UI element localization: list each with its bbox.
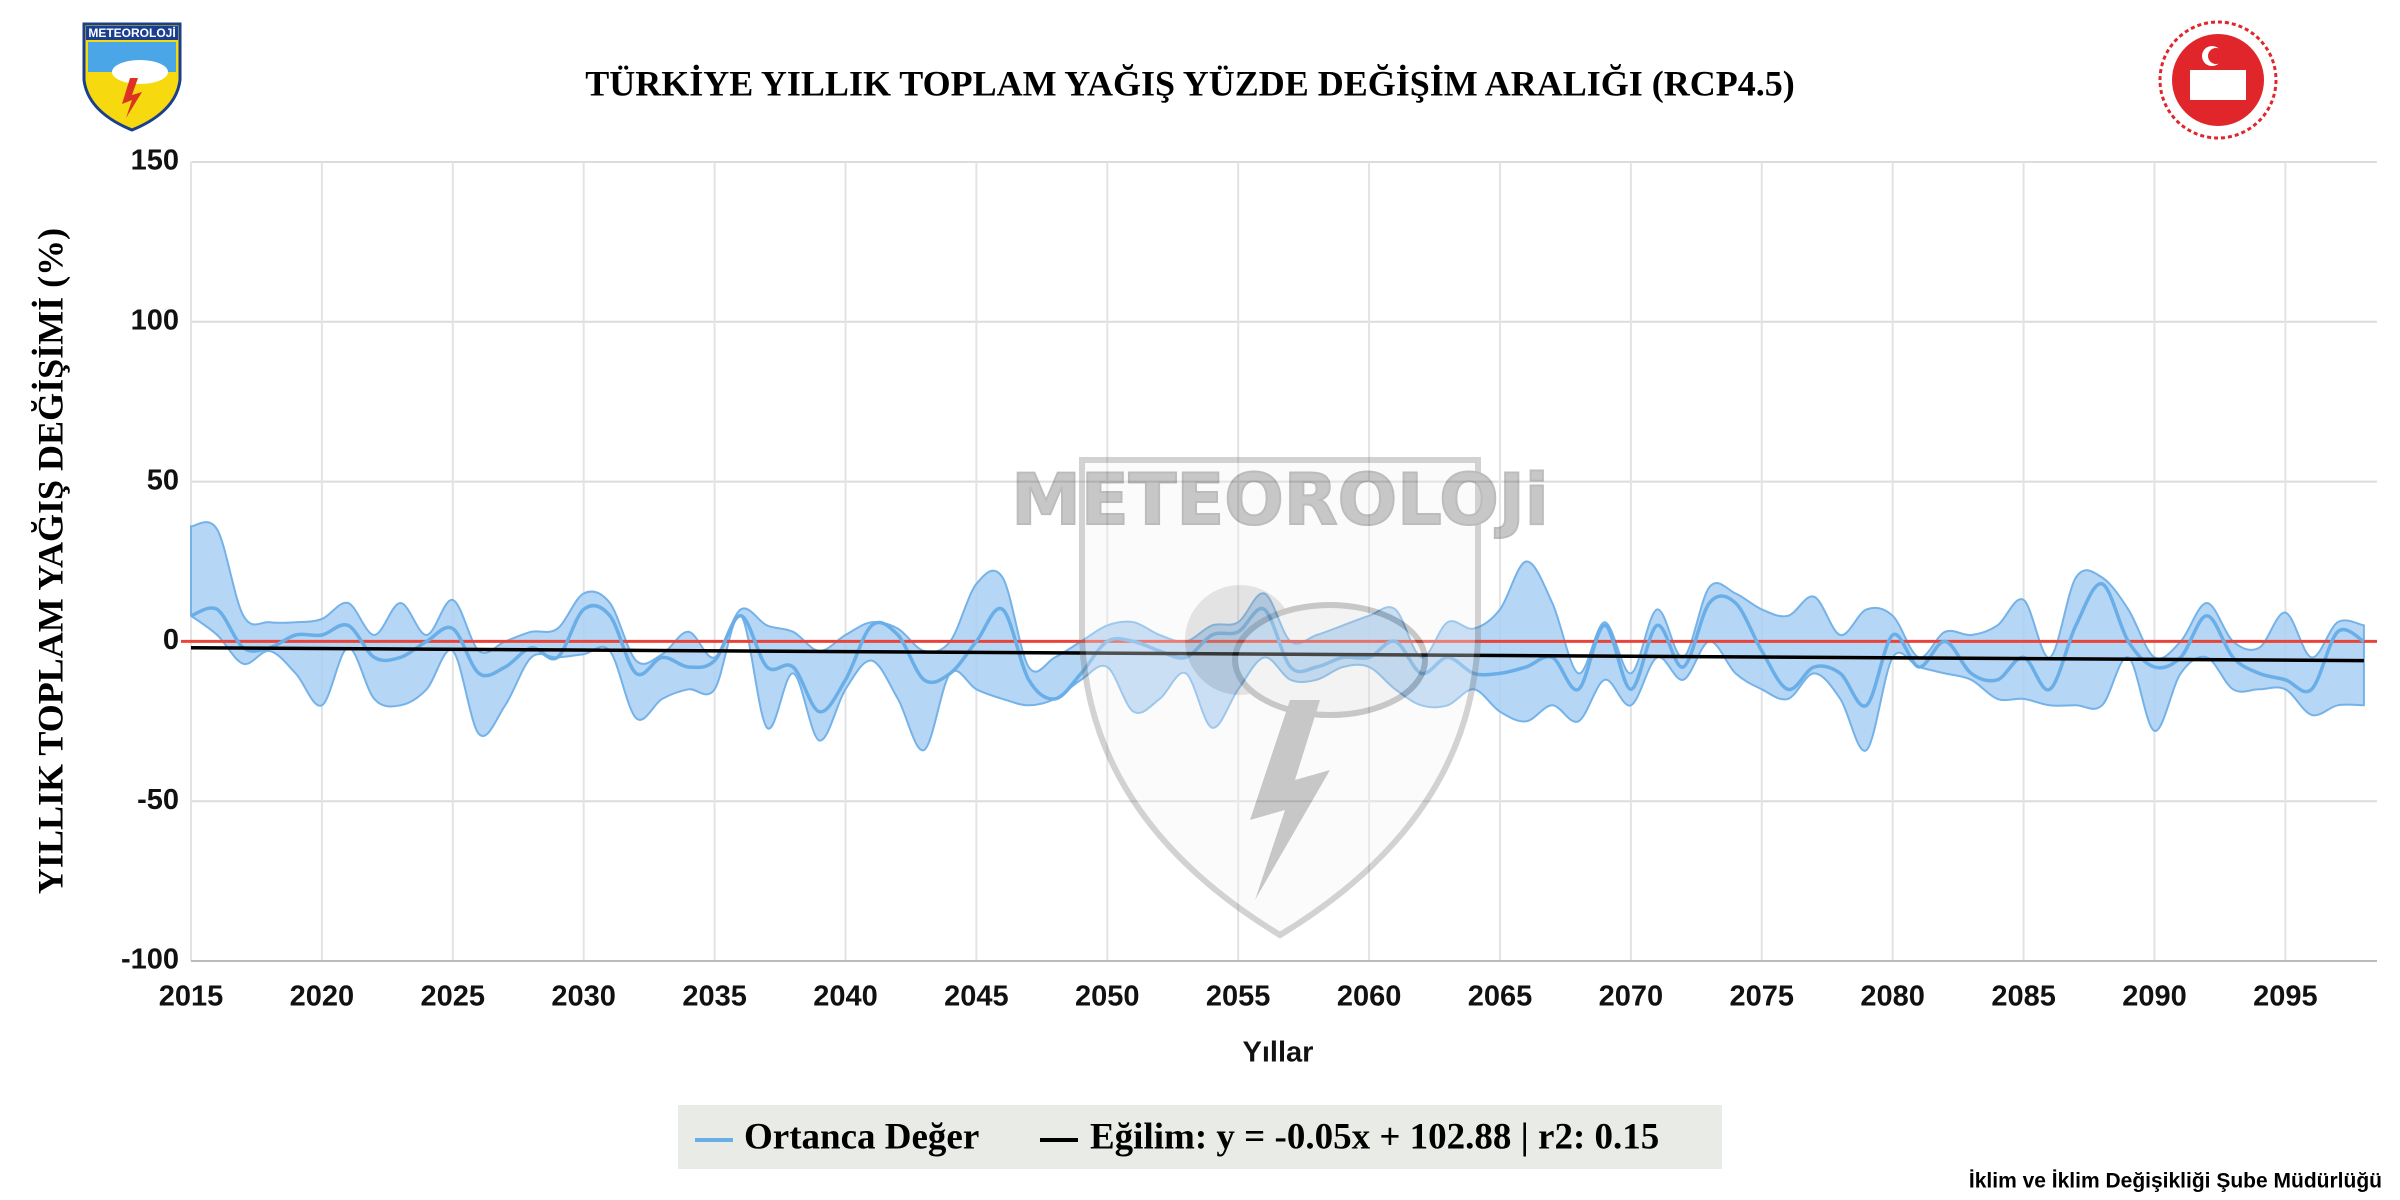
legend: Ortanca Değer Eğilim: y = -0.05x + 102.88… (695, 1116, 1659, 1157)
x-tick-label: 2035 (682, 981, 747, 1013)
y-tick-label: -100 (121, 944, 179, 976)
footer: İklim ve İklim Değişikliği Şube Müdürlüğ… (1969, 1170, 2382, 1193)
x-tick-label: 2040 (813, 981, 878, 1013)
x-tick-label: 2055 (1206, 981, 1271, 1013)
y-tick-label: -50 (137, 784, 179, 816)
legend-label: Eğilim: y = -0.05x + 102.88 | r2: 0.15 (1090, 1116, 1659, 1157)
logo-left: METEOROLOJİ (82, 22, 182, 132)
watermark: METEOROLOJi (1010, 457, 1550, 939)
trend-line (190, 646, 2364, 663)
x-tick-label: 2095 (2253, 981, 2318, 1013)
y-tick-label: 150 (131, 145, 179, 177)
plot-area: -100 -50 0 50 100 150 2015 2020 2025 2030 2035 2040… (121, 145, 2377, 1013)
x-tick-label: 2015 (159, 981, 224, 1013)
x-axis-label: Yıllar (1243, 1037, 1314, 1069)
x-tick-label: 2030 (551, 981, 616, 1013)
x-tick-label: 2060 (1337, 981, 1402, 1013)
x-tick-label: 2090 (2122, 981, 2187, 1013)
x-tick-label: 2065 (1468, 981, 1533, 1013)
legend-box (678, 1105, 1722, 1169)
y-tick-label: 0 (163, 624, 179, 656)
watermark-text: METEOROLOJi (1011, 459, 1549, 541)
x-tick-label: 2045 (944, 981, 1009, 1013)
x-tick-label: 2020 (290, 981, 355, 1013)
y-tick-label: 50 (147, 464, 179, 496)
x-tick-label: 2080 (1860, 981, 1925, 1013)
legend-label: Ortanca Değer (744, 1116, 979, 1157)
x-tick-label: 2025 (421, 981, 486, 1013)
y-axis-label: YILLIK TOPLAM YAĞIŞ DEĞİŞİMİ (%) (30, 228, 70, 894)
x-tick-label: 2070 (1599, 981, 1664, 1013)
chart-title: TÜRKİYE YILLIK TOPLAM YAĞIŞ YÜZDE DEĞİŞİ… (585, 63, 1795, 103)
logo-right (2158, 20, 2278, 140)
x-tick-label: 2050 (1075, 981, 1140, 1013)
x-tick-label: 2085 (1991, 981, 2056, 1013)
logo-text: METEOROLOJİ (88, 25, 175, 40)
median-line (190, 582, 2365, 714)
y-tick-label: 100 (131, 304, 179, 336)
x-tick-label: 2075 (1730, 981, 1795, 1013)
